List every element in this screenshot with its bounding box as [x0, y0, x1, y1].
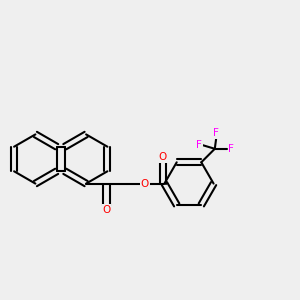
- Text: F: F: [228, 144, 234, 154]
- Text: O: O: [159, 152, 167, 163]
- Text: F: F: [213, 128, 219, 139]
- Text: F: F: [196, 140, 202, 150]
- Text: O: O: [141, 178, 149, 189]
- Text: O: O: [102, 205, 111, 215]
